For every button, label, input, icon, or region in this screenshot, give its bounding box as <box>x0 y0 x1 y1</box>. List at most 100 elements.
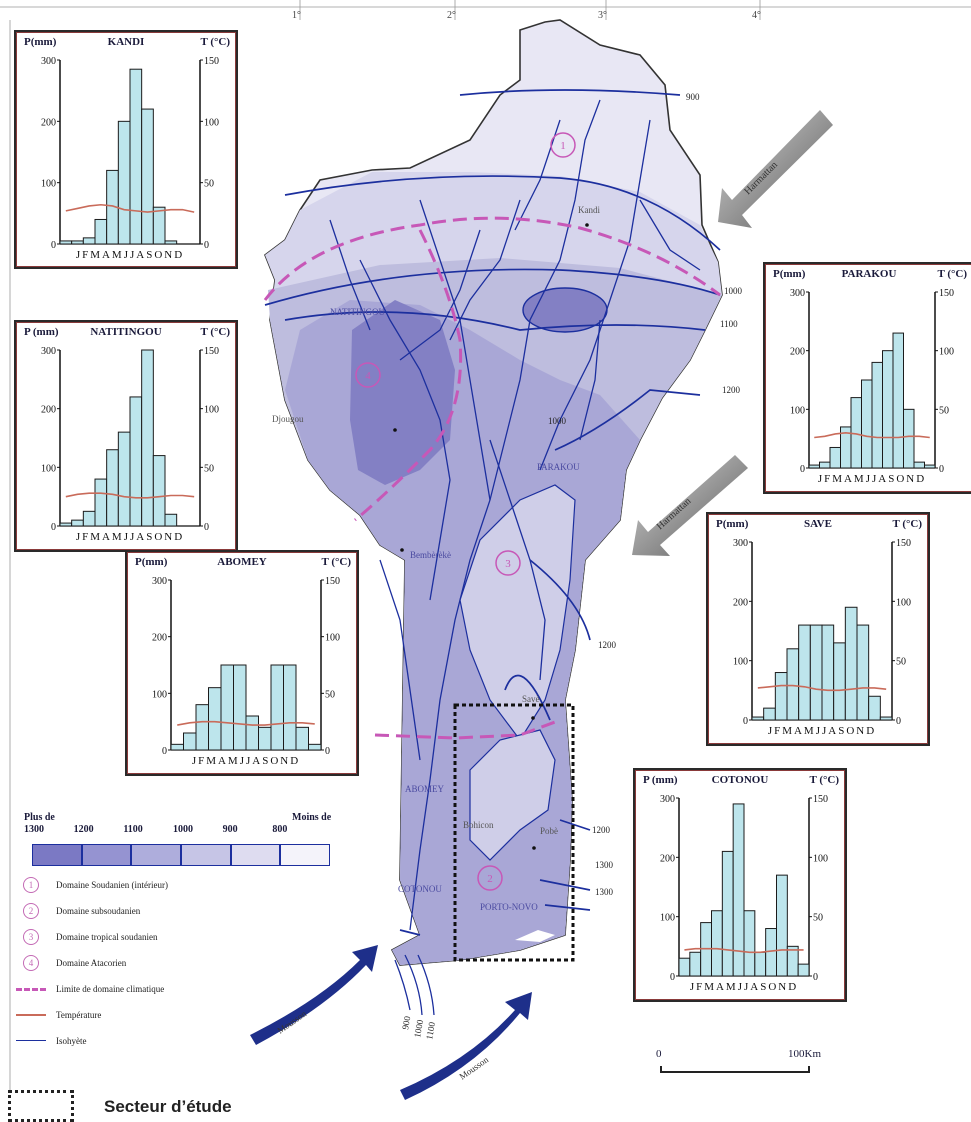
legend-class-label: 800 <box>272 824 288 835</box>
p-tick-label: 100 <box>790 405 805 416</box>
iso-lbl-900: 900 <box>686 92 700 102</box>
legend-symbol: 3 <box>14 927 48 947</box>
iso-lbl-1200c: 1200 <box>592 825 611 835</box>
p-tick-label: 200 <box>41 405 56 416</box>
t-tick-label: 150 <box>896 538 911 549</box>
iso-lbl-1000s: 1000 <box>412 1018 425 1038</box>
precip-bar <box>819 461 831 469</box>
precip-bar <box>879 716 893 721</box>
p-tick-label: 300 <box>152 576 167 587</box>
precip-bar <box>833 642 846 721</box>
precip-bar <box>711 910 723 977</box>
precip-bar <box>776 874 788 977</box>
monsoon-arrows: Mousson Mousson <box>250 945 532 1100</box>
coastal-isohyets <box>394 954 435 1016</box>
precip-bar <box>208 687 222 751</box>
t-label: T (°C) <box>937 268 967 280</box>
precip-bar <box>829 446 841 469</box>
place-bohicon: Bohicon <box>463 820 494 830</box>
precip-bar <box>106 449 119 527</box>
temperature-line <box>684 947 804 954</box>
iso-lbl-1300a: 1300 <box>595 860 614 870</box>
precip-bar <box>808 464 820 469</box>
chart-plot: 300 200 100 0 150 100 50 0 JFMAMJJASOND <box>41 56 219 261</box>
station-name: PARAKOU <box>841 268 897 280</box>
precip-bar <box>751 716 765 721</box>
t-tick-label: 150 <box>813 794 828 805</box>
legend-symbol <box>14 1031 48 1051</box>
p-tick-label: 200 <box>733 597 748 608</box>
chart-plot: 300 200 100 0 150 100 50 0 JFMAMJJASOND <box>660 794 828 993</box>
scale-start: 0 <box>656 1048 662 1060</box>
precip-bar <box>308 743 322 751</box>
legend-class-label: 1300 <box>24 824 44 835</box>
p-label: P (mm) <box>643 774 678 786</box>
grid-label-1: 1° <box>292 10 301 21</box>
legend-symbol: 1 <box>14 875 48 895</box>
month-labels: JFMAMJJASOND <box>76 531 184 543</box>
t-tick-label: 50 <box>325 689 335 700</box>
t-tick-label: 100 <box>813 853 828 864</box>
graticule-labels: 1° 2° 3° 4° <box>292 10 761 21</box>
legend-class-label: 1200 <box>73 824 94 835</box>
grid-label-4: 4° <box>752 10 761 21</box>
place-save: Savè <box>522 694 540 704</box>
p-tick-label: 300 <box>790 288 805 299</box>
legend-item: Limite de domaine climatique <box>14 979 164 999</box>
precip-bar <box>117 120 131 245</box>
domain-num-4: 4 <box>365 370 371 382</box>
precip-bar <box>59 240 73 245</box>
place-natitingou: NATITINGOU <box>330 307 385 317</box>
legend-item-label: Domaine tropical soudanien <box>56 932 158 942</box>
legend-item-label: Domaine Atacorien <box>56 958 127 968</box>
climate-chart-save: P(mm) SAVE T (°C) 300 200 100 0 150 100 50 0 JFMAM… <box>706 512 930 746</box>
precip-bar <box>798 624 811 721</box>
t-tick-label: 100 <box>896 597 911 608</box>
chart-plot: 300 200 100 0 150 100 50 0 JFMAMJJASOND <box>733 538 911 737</box>
place-kandi: Kandi <box>578 205 600 215</box>
rivers <box>329 99 701 931</box>
t-tick-label: 50 <box>939 405 949 416</box>
legend-class-label: 1100 <box>123 824 143 835</box>
precip-bar <box>809 624 823 721</box>
iso-lbl-1000: 1000 <box>724 286 743 296</box>
p-label: P(mm) <box>773 268 806 280</box>
t-tick-label: 0 <box>939 464 944 475</box>
t-tick-label: 50 <box>204 463 214 474</box>
precip-bar <box>774 672 788 721</box>
precip-bar <box>71 519 84 527</box>
t-tick-label: 50 <box>813 913 823 924</box>
domain-limits <box>263 216 721 740</box>
station-name: KANDI <box>107 36 145 48</box>
precip-bar <box>678 957 691 977</box>
p-label: P (mm) <box>24 326 59 338</box>
iso-lbl-1100: 1100 <box>720 319 738 329</box>
chart-plot: 300 200 100 0 150 100 50 0 JFMAMJJASOND <box>41 346 219 543</box>
precip-bar <box>152 455 166 527</box>
t-tick-label: 0 <box>204 240 209 251</box>
t-label: T (°C) <box>321 556 351 568</box>
precip-bar <box>295 726 309 751</box>
study-area-label: Secteur d’étude <box>104 1097 232 1116</box>
climate-chart-kandi: P(mm) KANDI T (°C) 300 200 100 0 150 100 50 0 JFMA… <box>14 30 238 269</box>
p-tick-label: 0 <box>162 746 167 757</box>
t-tick-label: 50 <box>896 657 906 668</box>
t-tick-label: 100 <box>325 633 340 644</box>
t-tick-label: 150 <box>939 288 954 299</box>
p-tick-label: 200 <box>790 347 805 358</box>
graticule <box>0 0 971 1090</box>
scale-end: 100Km <box>788 1048 821 1060</box>
precip-bar <box>195 704 209 751</box>
lagoon <box>515 930 555 942</box>
t-tick-label: 150 <box>204 346 219 357</box>
legend-symbol <box>14 979 48 999</box>
legend-item: Isohyète <box>14 1031 87 1051</box>
place-abomey: ABOMEY <box>405 784 445 794</box>
station-name: NATITINGOU <box>90 326 162 338</box>
zone-1300-atacora <box>350 300 455 485</box>
climate-chart-abomey: P(mm) ABOMEY T (°C) 300 200 100 0 150 100 50 0 JFM… <box>125 550 359 776</box>
place-porto-novo: PORTO-NOVO <box>480 902 538 912</box>
legend-class-label: 900 <box>222 824 238 835</box>
